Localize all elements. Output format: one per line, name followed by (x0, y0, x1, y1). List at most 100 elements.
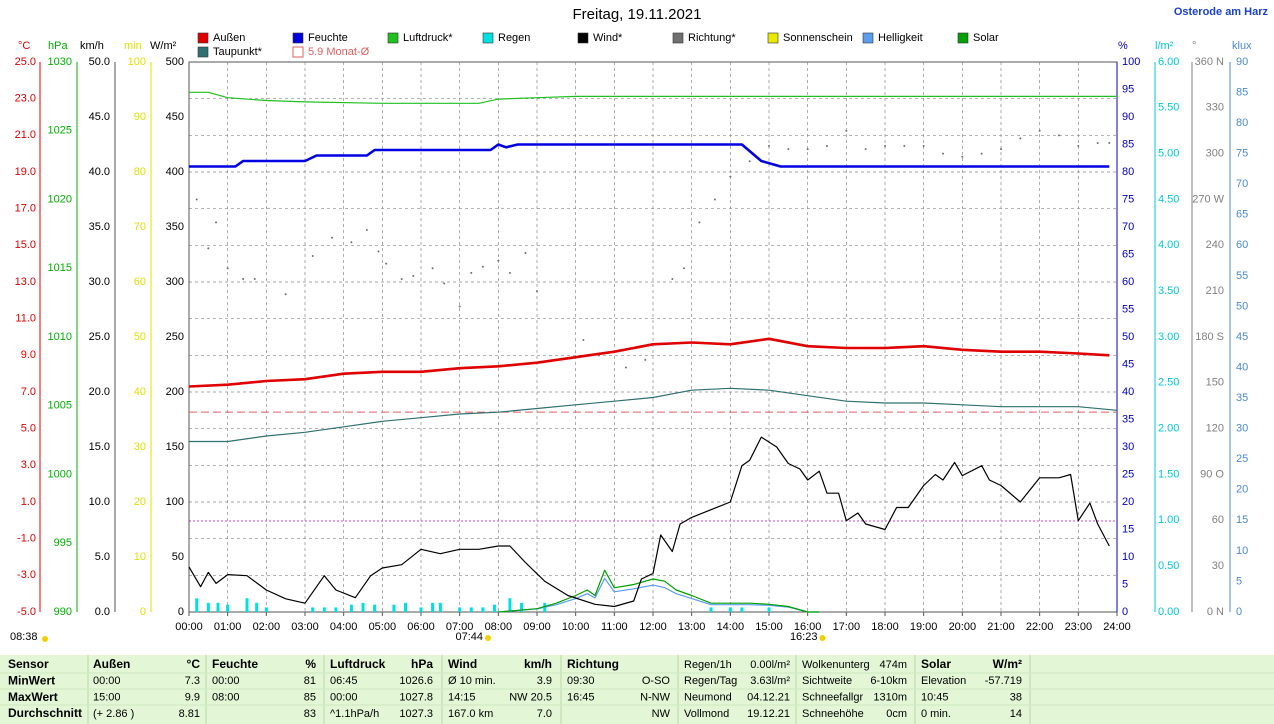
y-tick-label: 120 (1206, 423, 1224, 435)
y-tick-label: 90 O (1200, 468, 1224, 480)
legend-label: Außen (213, 32, 245, 44)
direction-dot (942, 152, 944, 155)
x-tick-label: 23:00 (1065, 621, 1093, 633)
table-cell: 1027.8 (399, 692, 433, 704)
y-tick-label: 17.0 (15, 203, 36, 215)
x-tick-label: 20:00 (949, 621, 977, 633)
y-tick-label: 20 (134, 496, 146, 508)
table-cell: 00:00 (212, 675, 240, 687)
axis-unit: klux (1232, 40, 1252, 52)
y-tick-label: 0.50 (1158, 560, 1179, 572)
y-tick-label: 10.0 (89, 496, 110, 508)
y-tick-label: 5.0 (95, 551, 110, 563)
y-tick-label: 60 (1236, 239, 1248, 251)
y-tick-label: 25.0 (89, 331, 110, 343)
y-tick-label: 35.0 (89, 221, 110, 233)
rain-bar (392, 604, 396, 612)
table-cell: N-NW (640, 692, 671, 704)
y-tick-label: 450 (166, 111, 184, 123)
y-tick-label: 60 (134, 276, 146, 288)
x-tick-label: 11:00 (601, 621, 628, 633)
direction-dot (385, 262, 388, 265)
direction-dot (331, 236, 334, 239)
y-tick-label: 5.00 (1158, 148, 1179, 160)
y-tick-label: 10 (134, 551, 146, 563)
table-cell: Wind (448, 657, 477, 671)
direction-dot (806, 148, 809, 151)
direction-dot (1038, 129, 1041, 132)
y-tick-label: 25 (1236, 453, 1248, 465)
y-tick-label: 80 (134, 166, 146, 178)
direction-dot (864, 148, 867, 151)
x-tick-label: 14:00 (717, 621, 745, 633)
y-tick-label: 5 (1236, 575, 1242, 587)
y-tick-label: 2.50 (1158, 377, 1179, 389)
x-tick-label: 18:00 (871, 621, 899, 633)
y-tick-label: 55 (1236, 270, 1248, 282)
rain-bar (508, 598, 512, 612)
direction-dot (431, 267, 434, 270)
table-cell: W/m² (993, 657, 1022, 671)
y-tick-label: 100 (128, 56, 146, 68)
y-tick-label: -3.0 (17, 569, 36, 581)
axis-unit: l/m² (1155, 40, 1174, 52)
x-tick-label: 00:00 (175, 621, 203, 633)
direction-dot (980, 152, 983, 155)
y-tick-label: 0 (1236, 606, 1242, 618)
y-tick-label: 50 (172, 551, 184, 563)
y-tick-label: 400 (166, 166, 184, 178)
direction-dot (961, 155, 964, 158)
rain-bar (195, 598, 199, 612)
y-tick-label: 0 (178, 606, 184, 618)
rain-bar (438, 602, 442, 612)
direction-dot (787, 148, 790, 151)
legend-label: Wind* (593, 32, 623, 44)
y-tick-label: 0 N (1207, 606, 1224, 618)
y-tick-label: 1.50 (1158, 468, 1179, 480)
series-line (188, 436, 1110, 608)
axis-unit: km/h (80, 40, 104, 52)
direction-dot (481, 265, 484, 268)
legend-label: Luftdruck* (403, 32, 453, 44)
axis-unit: % (1118, 40, 1128, 52)
table-cell: Sensor (8, 657, 49, 671)
table-cell: 16:45 (567, 692, 595, 704)
y-tick-label: 1010 (48, 331, 72, 343)
series-line (498, 569, 820, 613)
y-tick-label: 25 (1122, 468, 1134, 480)
direction-dot (845, 129, 848, 132)
table-cell: ^1.1hPa/h (330, 708, 379, 720)
table-cell: 167.0 km (448, 708, 493, 720)
y-tick-label: 90 (1236, 56, 1248, 68)
y-tick-label: 70 (1122, 221, 1134, 233)
sunset-label: 16:23 (790, 631, 818, 643)
direction-dot (207, 247, 210, 250)
table-cell: 474m (879, 659, 907, 671)
direction-dot (1108, 141, 1111, 144)
direction-dot (226, 267, 229, 270)
direction-dot (242, 277, 245, 280)
axis-unit: W/m² (150, 40, 177, 52)
direction-dot (624, 366, 627, 369)
table-cell: 10:45 (921, 692, 949, 704)
x-tick-label: 07:00 (446, 621, 474, 633)
table-cell: Regen/1h (684, 659, 732, 671)
y-tick-label: 5 (1122, 578, 1128, 590)
direction-dot (443, 282, 446, 285)
table-cell: 00:00 (93, 675, 121, 687)
table-cell: 0cm (886, 708, 907, 720)
table-cell: MinWert (8, 673, 55, 687)
table-cell: MaxWert (8, 690, 58, 704)
y-tick-label: 75 (1236, 148, 1248, 160)
y-tick-label: 360 N (1195, 56, 1224, 68)
rain-bar (481, 607, 485, 612)
table-cell: 04.12.21 (747, 692, 790, 704)
table-cell: 3.9 (537, 675, 552, 687)
y-tick-label: 10 (1236, 545, 1248, 557)
legend-swatch (197, 32, 209, 44)
table-cell: 0 min. (921, 708, 951, 720)
y-tick-label: 3.0 (21, 459, 36, 471)
y-tick-label: 100 (1122, 56, 1140, 68)
y-tick-label: 11.0 (15, 313, 36, 325)
legend-label: Feuchte (308, 32, 348, 44)
